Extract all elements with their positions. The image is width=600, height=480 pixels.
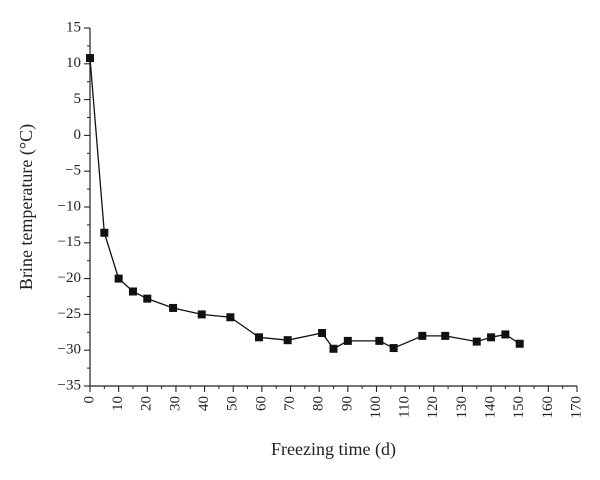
data-point-marker: [283, 336, 292, 345]
x-tick-label: 60: [253, 396, 269, 411]
x-tick-label: 80: [311, 396, 327, 411]
x-tick-label: 90: [339, 396, 355, 411]
data-point-marker: [329, 344, 338, 353]
data-point-marker: [128, 287, 137, 296]
data-point-marker: [255, 333, 264, 342]
tick-marks: [84, 27, 578, 392]
x-tick-label: 10: [110, 396, 126, 411]
y-tick-label: −5: [65, 163, 81, 179]
y-tick-label: 15: [66, 19, 81, 35]
tick-labels: 0 10 20 30 40 50 60 70 80 90 100 110 120 130 140 150 160…: [58, 19, 585, 418]
x-tick-label: 120: [425, 396, 441, 419]
x-tick-label: 50: [225, 396, 241, 411]
y-tick-label: 0: [74, 127, 82, 143]
x-tick-label: 40: [196, 396, 212, 411]
x-tick-label: 100: [368, 396, 384, 419]
data-point-marker: [441, 331, 450, 340]
x-tick-label: 150: [511, 396, 527, 419]
y-tick-label: −30: [58, 342, 81, 358]
data-point-marker: [487, 333, 496, 342]
y-tick-label: −25: [58, 306, 81, 322]
series-line: [89, 58, 521, 350]
x-tick-label: 140: [482, 396, 498, 419]
data-point-marker: [501, 330, 510, 339]
y-tick-label: 10: [66, 55, 81, 71]
y-tick-label: −15: [58, 234, 81, 250]
data-point-marker: [143, 294, 152, 303]
data-point-marker: [197, 310, 206, 319]
data-point-marker: [100, 228, 109, 237]
x-tick-label: 110: [397, 396, 413, 418]
data-point-marker: [515, 339, 524, 348]
y-axis-title: Brine temperature (°C): [16, 124, 37, 290]
x-tick-label: 170: [568, 396, 584, 419]
x-tick-label: 0: [81, 396, 97, 404]
y-tick-label: −10: [58, 198, 81, 214]
data-series: [86, 54, 524, 353]
data-point-marker: [318, 329, 327, 338]
data-point-marker: [86, 54, 94, 63]
data-point-marker: [343, 336, 352, 345]
data-point-marker: [389, 344, 398, 353]
data-point-marker: [226, 313, 235, 322]
data-point-marker: [114, 274, 123, 283]
y-tick-label: −20: [58, 270, 81, 286]
x-tick-label: 20: [139, 396, 155, 411]
y-tick-label: −35: [58, 377, 81, 393]
x-tick-label: 130: [454, 396, 470, 419]
data-point-marker: [169, 303, 178, 312]
y-tick-label: 5: [74, 91, 82, 107]
data-point-marker: [375, 336, 384, 345]
x-axis-title: Freezing time (d): [271, 439, 396, 460]
data-point-marker: [418, 331, 427, 340]
x-tick-label: 70: [282, 396, 298, 411]
data-point-marker: [472, 337, 481, 346]
x-tick-label: 30: [167, 396, 183, 411]
x-tick-label: 160: [540, 396, 556, 419]
